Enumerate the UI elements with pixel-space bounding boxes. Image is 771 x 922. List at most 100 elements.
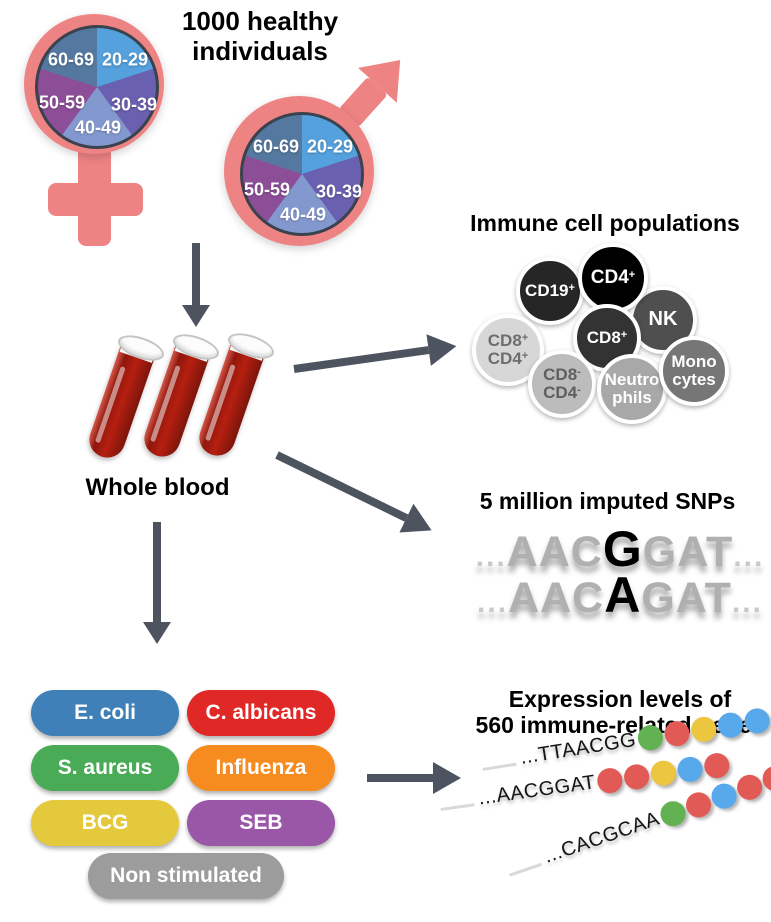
strand-sequence: ...CACGCAA — [541, 807, 663, 868]
snp-prefix: AAC — [506, 528, 603, 576]
arrow-head — [182, 305, 210, 327]
stimulus-calbicans: C. albicans — [187, 690, 335, 736]
gene-dot-red — [662, 719, 692, 748]
arrow-blood-to-cells — [292, 330, 459, 385]
gene-dot-blue — [715, 710, 745, 740]
arrow-shaft — [192, 243, 200, 305]
arrow-shaft — [293, 346, 430, 373]
cell-label-line1: Mono — [671, 351, 717, 371]
gene-dot-blue — [675, 755, 705, 784]
gene-dot-blue — [707, 780, 740, 813]
immune-cells-title: Immune cell populations — [470, 210, 740, 236]
pie-label-50-59: 50-59 — [243, 179, 291, 200]
pie-label-60-69: 60-69 — [252, 136, 300, 157]
cell-neutrophils: Neutro phils — [597, 354, 667, 424]
expression-title: Expression levels of 560 immune-related … — [465, 686, 771, 738]
stimulus-ecoli: E. coli — [31, 690, 179, 736]
snp-sequence-1: ...AACGGAT... — [440, 524, 771, 580]
cell-label-line2: cytes — [672, 370, 716, 389]
pie-label-60-69: 60-69 — [47, 49, 95, 70]
gene-dot-blue — [742, 706, 771, 736]
gene-dot-red — [733, 771, 766, 804]
strand-backbone — [482, 762, 517, 771]
arrow-blood-to-stimuli — [143, 522, 171, 644]
pie-label-40-49: 40-49 — [279, 204, 327, 225]
pie-label-50-59: 50-59 — [38, 92, 86, 113]
strand-backbone — [440, 803, 475, 811]
cell-label-line1: Neutro — [604, 369, 660, 389]
snp-prefix: AAC — [508, 574, 605, 622]
arrow-shaft — [275, 451, 409, 522]
arrow-head — [399, 503, 439, 545]
expression-title-line1: Expression levels of — [508, 686, 732, 712]
cell-label-line2: phils — [612, 388, 652, 407]
strand-backbone — [509, 862, 543, 877]
female-cross-bar — [48, 183, 143, 216]
stimulus-saureus: S. aureus — [31, 745, 179, 791]
male-age-pie-chart: 20-29 30-39 40-49 50-59 60-69 — [240, 112, 364, 236]
cell-cd8neg-cd4neg: CD8- CD4- — [528, 350, 596, 418]
cell-label: NK — [648, 308, 678, 331]
cell-label-line1: CD8+ — [487, 330, 529, 350]
pie-label-30-39: 30-39 — [315, 181, 363, 202]
cell-label: CD4+ — [590, 266, 636, 288]
expression-title-line2: 560 immune-related genes — [475, 712, 765, 738]
snps-title: 5 million imputed SNPs — [479, 488, 736, 514]
pie-label-20-29: 20-29 — [101, 49, 149, 70]
gene-dot-red — [702, 751, 731, 780]
pie-label-40-49: 40-49 — [74, 117, 122, 138]
cell-cd4: CD4+ — [578, 243, 648, 313]
stimulus-seb: SEB — [187, 800, 335, 846]
cell-monocytes: Mono cytes — [659, 336, 729, 406]
snp-sequence-2: ...AACAGAT... — [440, 570, 771, 626]
cell-label: CD8+ — [586, 327, 628, 347]
ellipsis: ... — [731, 586, 763, 619]
gene-dot-green — [635, 723, 665, 753]
arrow-individuals-to-blood — [182, 243, 210, 327]
snp-suffix: GAT — [642, 528, 734, 576]
page-title-line1: 1000 healthy — [181, 6, 339, 36]
cell-label-line2: CD4+ — [487, 349, 529, 368]
arrow-blood-to-snps — [270, 441, 439, 545]
pie-label-30-39: 30-39 — [110, 94, 158, 115]
female-age-pie-chart: 20-29 30-39 40-49 50-59 60-69 — [35, 25, 159, 149]
arrow-head — [426, 330, 459, 366]
snp-suffix: GAT — [641, 574, 732, 622]
cell-cd19: CD19+ — [516, 257, 584, 325]
gene-dot-red — [595, 766, 624, 795]
snp-variant-allele: G — [602, 521, 643, 577]
stimulus-non-stimulated: Non stimulated — [88, 853, 284, 899]
whole-blood-label: Whole blood — [85, 474, 230, 501]
strand-sequence: ...AACGGAT — [477, 771, 597, 810]
stimulus-influenza: Influenza — [187, 745, 335, 791]
arrow-shaft — [367, 774, 433, 782]
cell-label: CD19+ — [525, 280, 575, 300]
gene-dot-red — [682, 789, 715, 821]
snp-variant-allele: A — [604, 567, 642, 623]
stimulus-label: SEB — [239, 811, 283, 834]
gene-dot-red — [622, 762, 651, 791]
stimulus-label: C. albicans — [205, 701, 317, 724]
arrow-shaft — [153, 522, 161, 622]
page-title: 1000 healthy individuals — [150, 6, 370, 66]
cell-label-line2: CD4- — [543, 383, 581, 402]
stimulus-label: S. aureus — [57, 756, 153, 779]
ellipsis: ... — [475, 540, 507, 573]
arrow-stimuli-to-expression — [367, 762, 461, 794]
cell-label-line1: CD8- — [543, 364, 581, 384]
stimulus-label: Non stimulated — [110, 864, 262, 887]
stimulus-label: BCG — [81, 811, 129, 834]
stimulus-bcg: BCG — [31, 800, 179, 846]
stimulus-label: E. coli — [74, 701, 136, 724]
gene-dot-yellow — [649, 759, 678, 788]
gene-dot-yellow — [689, 715, 718, 744]
cell-cd8pos-cd4pos: CD8+ CD4+ — [472, 314, 544, 386]
arrow-head — [433, 762, 461, 794]
ellipsis: ... — [733, 540, 765, 573]
stimulus-label: Influenza — [215, 756, 307, 779]
arrow-head — [143, 622, 171, 644]
ellipsis: ... — [477, 586, 509, 619]
page-title-line2: individuals — [192, 36, 328, 66]
pie-label-20-29: 20-29 — [306, 136, 354, 157]
